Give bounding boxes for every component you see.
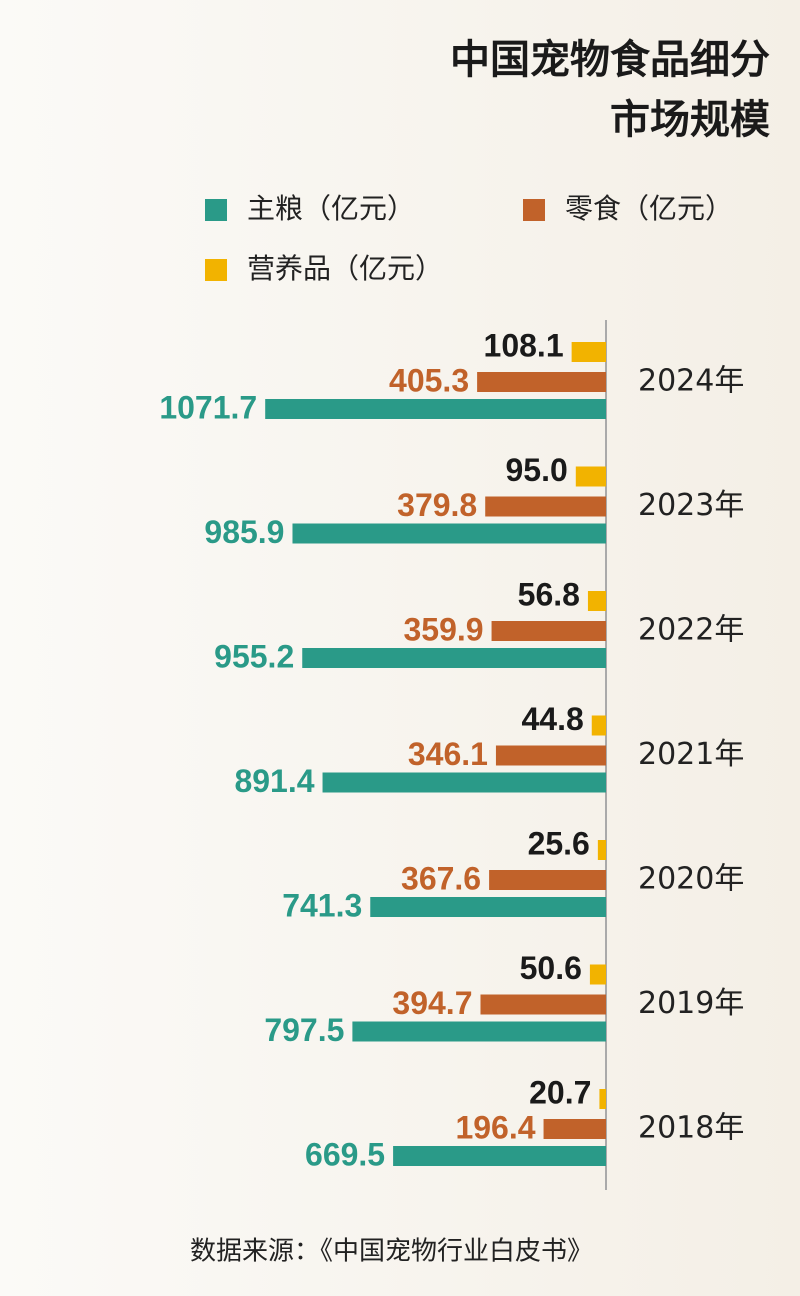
- y-tick-label: 2023年: [638, 488, 744, 523]
- value-label: 108.1: [484, 327, 564, 363]
- value-label: 669.5: [305, 1136, 385, 1172]
- value-label: 56.8: [518, 576, 580, 612]
- value-label: 955.2: [214, 638, 294, 674]
- y-tick-label: 2018年: [638, 1111, 744, 1146]
- bar: [571, 342, 606, 362]
- bar: [485, 496, 606, 517]
- value-label: 797.5: [264, 1012, 344, 1048]
- bar: [393, 1146, 606, 1166]
- bar: [597, 840, 606, 860]
- bar: [352, 1021, 606, 1042]
- bar: [477, 372, 606, 392]
- value-label: 359.9: [403, 611, 483, 647]
- bar: [322, 772, 606, 793]
- y-tick-label: 2024年: [638, 364, 744, 399]
- legend-label: 零食（亿元）: [565, 192, 733, 225]
- value-label: 50.6: [520, 950, 582, 986]
- bar: [265, 399, 606, 419]
- value-label: 394.7: [392, 985, 472, 1021]
- value-label: 95.0: [506, 452, 568, 488]
- bar: [591, 715, 606, 736]
- value-label: 367.6: [401, 860, 481, 896]
- legend-label: 主粮（亿元）: [247, 192, 415, 225]
- value-label: 44.8: [521, 701, 583, 737]
- y-tick-label: 2022年: [638, 613, 744, 648]
- chart-title: 中国宠物食品细分: [450, 37, 770, 83]
- value-label: 741.3: [282, 887, 362, 923]
- bar: [575, 466, 606, 487]
- y-tick-label: 2021年: [638, 737, 744, 772]
- bar: [587, 591, 606, 611]
- bar: [370, 897, 606, 917]
- bar: [495, 745, 606, 766]
- bar: [292, 523, 606, 544]
- y-tick-label: 2020年: [638, 862, 744, 897]
- value-label: 985.9: [204, 514, 284, 550]
- y-tick-label: 2019年: [638, 986, 744, 1021]
- bar: [491, 621, 606, 641]
- value-label: 379.8: [397, 487, 477, 523]
- value-label: 196.4: [455, 1109, 535, 1145]
- value-label: 25.6: [528, 825, 590, 861]
- bar: [480, 994, 606, 1015]
- bar: [589, 964, 606, 985]
- bar: [599, 1089, 606, 1109]
- legend-marker: [523, 199, 545, 221]
- bar: [543, 1119, 606, 1139]
- legend-marker: [205, 259, 227, 281]
- bar: [302, 648, 606, 668]
- value-label: 20.7: [529, 1074, 591, 1110]
- chart-title: 市场规模: [610, 97, 770, 143]
- legend-label: 营养品（亿元）: [247, 252, 443, 285]
- value-label: 346.1: [408, 736, 488, 772]
- value-label: 405.3: [389, 362, 469, 398]
- legend-marker: [205, 199, 227, 221]
- source: 数据来源：《中国宠物行业白皮书》: [190, 1237, 593, 1267]
- value-label: 1071.7: [159, 389, 257, 425]
- value-label: 891.4: [234, 763, 314, 799]
- bar: [489, 870, 606, 890]
